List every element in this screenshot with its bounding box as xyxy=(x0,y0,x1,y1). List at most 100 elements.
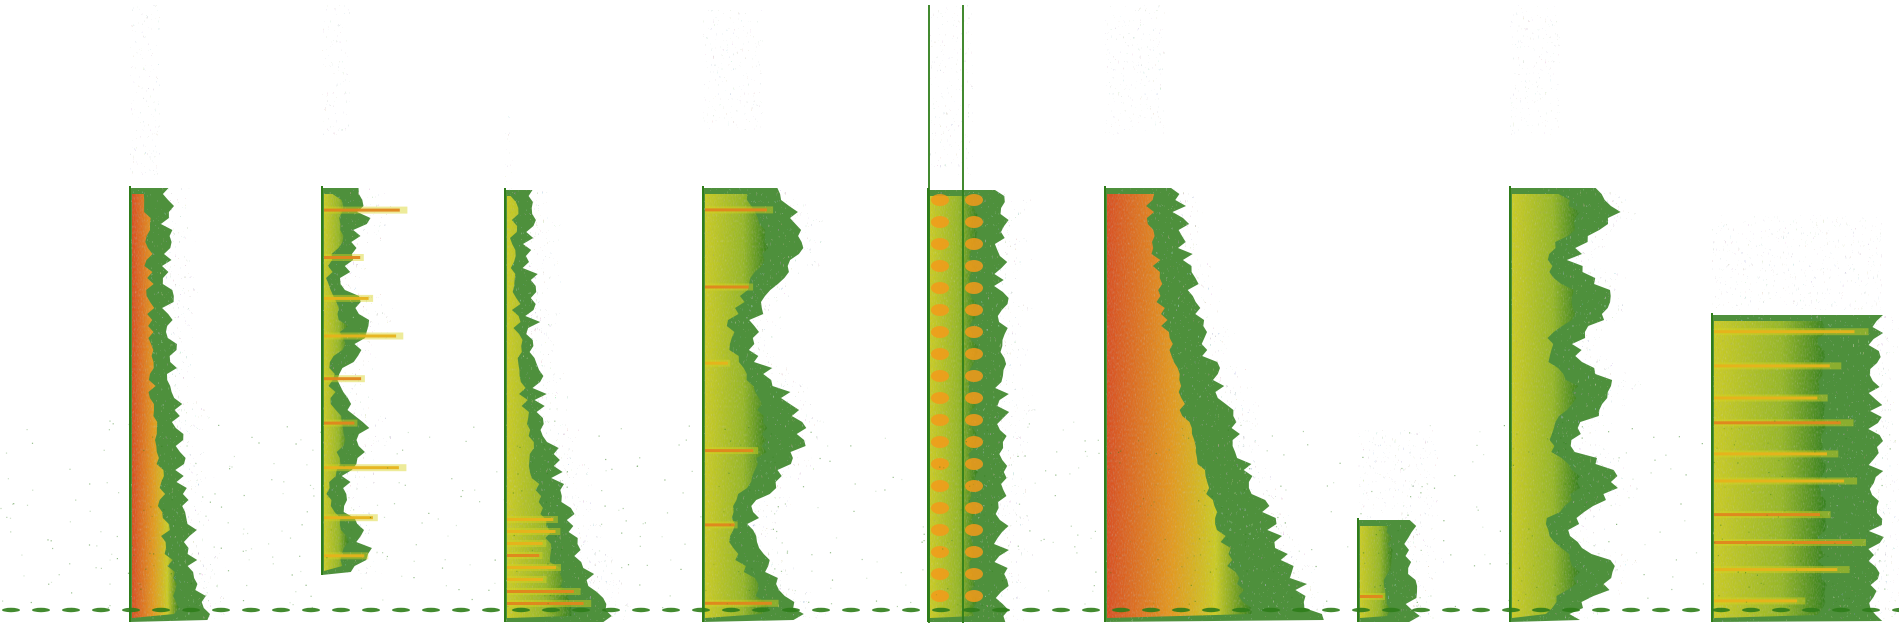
noise-dot xyxy=(1800,560,1802,562)
pulse-mark xyxy=(965,194,983,206)
noise-dot xyxy=(1559,517,1561,519)
noise-dot xyxy=(1659,531,1661,533)
noise-dot xyxy=(21,554,23,556)
noise-dot xyxy=(935,594,938,596)
noise-dot xyxy=(1559,599,1561,601)
noise-dot xyxy=(1563,442,1565,444)
noise-dot xyxy=(100,567,102,569)
noise-dot xyxy=(404,484,406,486)
noise-dot xyxy=(1221,506,1223,508)
noise-dot xyxy=(1870,437,1872,439)
noise-dot xyxy=(1168,449,1170,451)
noise-dot xyxy=(1240,424,1242,426)
noise-dot xyxy=(1672,576,1674,578)
noise-dot xyxy=(1147,514,1149,516)
harmonic-band xyxy=(1714,479,1845,483)
noise-dot xyxy=(884,437,886,439)
noise-dot xyxy=(1476,506,1478,508)
noise-dot xyxy=(106,482,108,484)
noise-dot xyxy=(1717,555,1719,557)
noise-dot xyxy=(598,435,600,437)
noise-dot xyxy=(116,558,118,560)
noise-dot xyxy=(728,472,730,474)
noise-dot xyxy=(272,556,274,558)
harmonic-band xyxy=(1714,396,1818,400)
baseline-dash xyxy=(512,607,530,613)
panel-edge xyxy=(1357,518,1359,622)
noise-dot xyxy=(128,423,130,426)
noise-dot xyxy=(111,553,113,555)
baseline-dash xyxy=(812,607,830,613)
noise-dot xyxy=(289,602,291,604)
noise-dot xyxy=(220,506,223,508)
noise-dot xyxy=(1256,567,1258,569)
noise-dot xyxy=(1796,569,1798,571)
noise-dot xyxy=(968,500,970,502)
noise-dot xyxy=(970,560,972,562)
noise-dot xyxy=(1084,450,1087,453)
noise-dot xyxy=(1499,530,1501,532)
noise-dot xyxy=(272,563,274,565)
noise-dot xyxy=(644,522,646,524)
baseline-dash xyxy=(302,607,320,613)
harmonic-band xyxy=(1714,568,1838,572)
noise-dot xyxy=(163,509,165,511)
noise-dot xyxy=(382,599,384,601)
pulse-mark xyxy=(931,216,949,228)
noise-dot xyxy=(786,552,788,554)
noise-dot xyxy=(835,537,838,539)
noise-dot xyxy=(494,559,496,561)
noise-dot xyxy=(309,484,312,486)
noise-dot xyxy=(32,489,34,491)
noise-dot xyxy=(601,490,603,492)
noise-dot xyxy=(636,465,638,467)
noise-dot xyxy=(1616,523,1618,525)
noise-dot xyxy=(1748,586,1750,588)
noise-dot xyxy=(282,493,284,495)
baseline-dash xyxy=(212,607,230,613)
harmonic-band xyxy=(1714,541,1853,544)
energy-texture xyxy=(705,194,769,618)
baseline-dash xyxy=(1742,607,1760,613)
noise-dot xyxy=(10,531,12,533)
baseline-dash xyxy=(1442,607,1460,613)
noise-dot xyxy=(1482,526,1484,528)
noise-dot xyxy=(1594,456,1596,458)
noise-dot xyxy=(1508,552,1510,554)
baseline-dash xyxy=(782,607,800,613)
baseline-dash xyxy=(32,607,50,613)
baseline-dash xyxy=(92,607,110,613)
noise-dot xyxy=(292,604,294,606)
noise-dot xyxy=(1745,572,1747,574)
noise-dot xyxy=(1838,509,1840,511)
noise-dot xyxy=(465,440,467,442)
harmonic-glow xyxy=(705,447,759,455)
noise-dot xyxy=(1241,509,1243,511)
panel-edge xyxy=(702,186,704,622)
baseline-dash xyxy=(152,607,170,613)
noise-dot xyxy=(1245,544,1247,546)
noise-dot xyxy=(1818,500,1820,502)
noise-dot xyxy=(1581,437,1583,439)
baseline-dash xyxy=(1082,607,1100,613)
baseline-dash xyxy=(752,607,770,613)
noise-dot xyxy=(1155,452,1157,455)
pulse-mark xyxy=(965,524,983,536)
noise-dot xyxy=(139,583,141,585)
baseline-dash xyxy=(1382,607,1400,613)
noise-dot xyxy=(1182,434,1184,436)
noise-dot xyxy=(151,515,153,517)
faint-trace xyxy=(1510,5,1560,135)
noise-dot xyxy=(1130,541,1132,543)
noise-dot xyxy=(1052,541,1054,543)
noise-dot xyxy=(772,456,774,458)
noise-dot xyxy=(421,522,423,524)
noise-dot xyxy=(1155,484,1157,486)
noise-dot xyxy=(1533,565,1535,567)
noise-dot xyxy=(605,458,607,461)
noise-dot xyxy=(1528,528,1530,530)
baseline-dash xyxy=(272,607,290,613)
pulse-mark xyxy=(965,304,983,316)
noise-dot xyxy=(830,587,832,589)
noise-dot xyxy=(258,442,260,444)
